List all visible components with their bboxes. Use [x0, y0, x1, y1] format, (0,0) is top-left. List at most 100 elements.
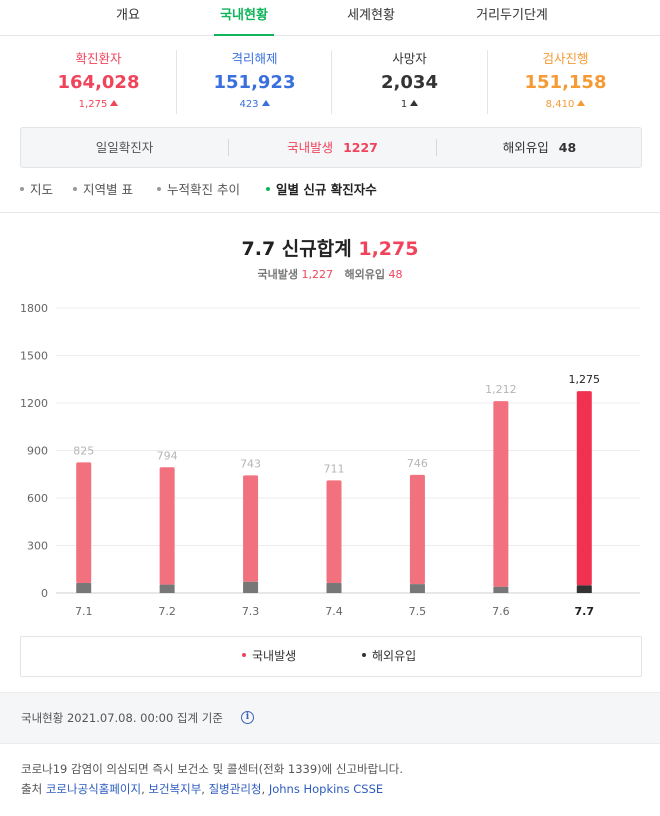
bar-overseas	[159, 584, 175, 593]
subnav-label: 지도	[30, 182, 54, 197]
stat-change-value: 423	[239, 99, 259, 110]
headline-total: 1,275	[358, 238, 419, 260]
stats-summary: 확진환자 164,028 1,275 격리해제 151,923 423 사망자 …	[20, 36, 642, 126]
source-link-official-site[interactable]: 코로나공식홈페이지	[45, 782, 142, 796]
y-tick-label: 1200	[20, 397, 48, 410]
basis-text: 국내현황 2021.07.08. 00:00 집계 기준	[21, 711, 223, 725]
y-tick-label: 1500	[20, 350, 48, 363]
x-tick-label: 7.6	[492, 605, 510, 618]
stat-change-value: 1,275	[78, 99, 108, 110]
stat-value: 151,923	[213, 72, 296, 93]
tab-world[interactable]: 세계현황	[347, 8, 395, 23]
bullet-icon	[266, 187, 270, 191]
subline-domestic-value: 1,227	[301, 268, 334, 281]
source-link-kdca[interactable]: 질병관리청	[208, 782, 262, 796]
stat-label: 사망자	[392, 51, 427, 66]
stat-change-value: 8,410	[545, 99, 575, 110]
bar-value-label: 825	[73, 444, 94, 457]
info-icon[interactable]: i	[241, 711, 254, 724]
x-tick-label: 7.2	[158, 605, 176, 618]
tab-domestic[interactable]: 국내현황	[214, 0, 274, 36]
headline-date-label: 7.7 신규합계	[241, 238, 352, 260]
y-tick-label: 900	[27, 445, 48, 458]
divider	[331, 50, 332, 114]
x-tick-label: 7.3	[242, 605, 260, 618]
subnav-daily-new[interactable]: 일별 신규 확진자수	[266, 178, 377, 202]
stat-deaths: 사망자 2,034 1	[332, 50, 487, 112]
subnav-label: 일별 신규 확진자수	[276, 182, 377, 197]
y-tick-label: 1800	[20, 302, 48, 315]
bar-domestic	[409, 474, 425, 585]
daily-title: 일일확진자	[95, 140, 154, 155]
y-tick-label: 600	[27, 492, 48, 505]
divider	[228, 139, 229, 156]
daily-domestic-value: 1227	[343, 140, 378, 155]
chart-legend: 국내발생 해외유입	[20, 636, 642, 677]
legend-label: 국내발생	[252, 649, 297, 663]
divider	[487, 50, 488, 114]
subnav-map[interactable]: 지도	[20, 178, 53, 202]
top-tab-bar: 개요 국내현황 세계현황 거리두기단계	[0, 0, 660, 36]
tab-distancing-level[interactable]: 거리두기단계	[476, 8, 548, 23]
stat-change: 1	[332, 98, 487, 112]
y-tick-label: 300	[27, 540, 48, 553]
legend-item-domestic: 국내발생	[242, 637, 296, 676]
bar-overseas	[576, 585, 592, 593]
daily-domestic-label: 국내발생	[287, 140, 334, 155]
y-tick-label: 0	[41, 587, 48, 600]
subnav-region-table[interactable]: 지역별 표	[73, 178, 133, 202]
bar-value-label: 1,212	[485, 383, 517, 396]
bullet-icon	[20, 187, 24, 191]
legend-item-overseas: 해외유입	[362, 637, 416, 676]
chart-headline: 7.7 신규합계 1,275	[0, 234, 660, 261]
stat-value: 151,158	[524, 72, 607, 93]
subline-overseas-value: 48	[388, 268, 403, 281]
bar-domestic	[243, 475, 259, 582]
legend-dot-icon	[242, 653, 246, 657]
up-triangle-icon	[577, 100, 586, 106]
stat-change: 8,410	[488, 98, 643, 112]
stat-value: 164,028	[57, 72, 140, 93]
report-notice: 코로나19 감염이 의심되면 즉시 보건소 및 콜센터(전화 1339)에 신고…	[21, 762, 404, 776]
x-tick-label: 7.1	[75, 605, 93, 618]
x-tick-label: 7.5	[409, 605, 427, 618]
up-triangle-icon	[410, 100, 419, 106]
legend-dot-icon	[362, 653, 366, 657]
stat-value: 2,034	[381, 72, 438, 93]
source-prefix: 출처	[21, 782, 43, 796]
subline-domestic-label: 국내발생	[257, 268, 298, 281]
bar-domestic	[76, 462, 92, 584]
subnav-cumulative-trend[interactable]: 누적확진 추이	[157, 178, 240, 202]
daily-confirmed-box: 일일확진자 국내발생 1227 해외유입 48	[20, 127, 642, 168]
up-triangle-icon	[261, 100, 270, 106]
section-divider	[0, 212, 660, 213]
daily-cases-bar-chart: 0 300 600 900 1200 1500 1800 825 7.1 794 7.2 743 7.3…	[20, 302, 640, 618]
source-link-ministry-health[interactable]: 보건복지부	[148, 782, 202, 796]
up-triangle-icon	[110, 100, 119, 106]
stat-released: 격리해제 151,923 423	[177, 50, 332, 112]
source-link-johns-hopkins[interactable]: Johns Hopkins CSSE	[268, 782, 384, 796]
bar-value-label: 746	[407, 457, 428, 470]
divider	[436, 139, 437, 156]
bar-domestic	[493, 401, 509, 587]
stat-change: 1,275	[21, 98, 176, 112]
stat-label: 격리해제	[231, 51, 278, 66]
x-tick-label: 7.4	[325, 605, 343, 618]
bar-value-label: 794	[157, 449, 178, 462]
divider	[176, 50, 177, 114]
daily-overseas-value: 48	[558, 140, 577, 155]
bar-overseas	[243, 581, 259, 593]
bar-overseas	[409, 584, 425, 593]
bar-domestic	[326, 480, 342, 584]
bar-domestic	[576, 391, 592, 586]
legend-label: 해외유입	[372, 649, 417, 663]
tab-overview[interactable]: 개요	[116, 8, 140, 23]
stat-change: 423	[177, 98, 332, 112]
daily-domestic: 국내발생 1227	[229, 128, 436, 167]
daily-overseas: 해외유입 48	[437, 128, 642, 167]
stat-confirmed: 확진환자 164,028 1,275	[21, 50, 176, 112]
stat-label: 확진환자	[75, 51, 122, 66]
bar-value-label: 1,275	[569, 373, 601, 386]
subnav-label: 누적확진 추이	[167, 182, 240, 197]
subnav-label: 지역별 표	[83, 182, 133, 197]
